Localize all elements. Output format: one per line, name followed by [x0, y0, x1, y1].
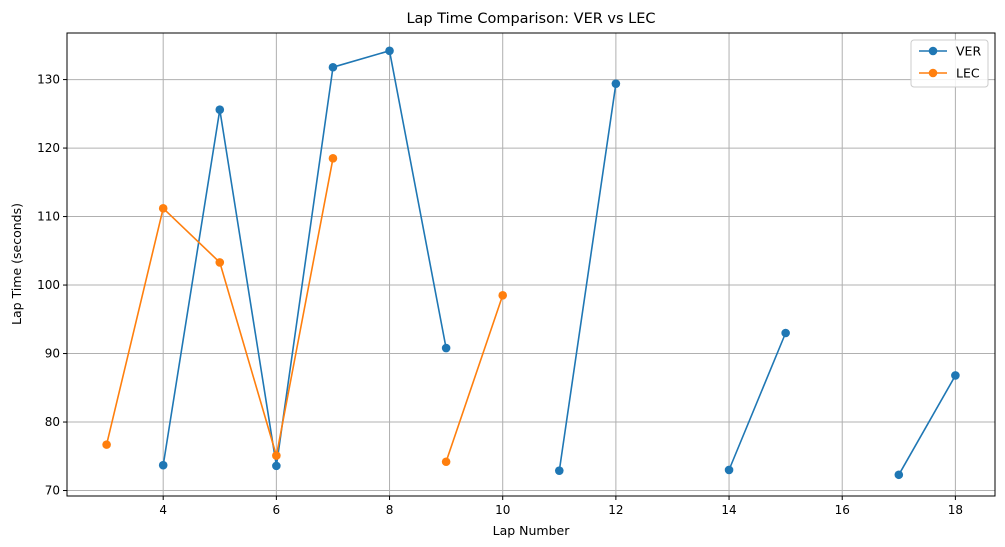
x-tick-label: 8 — [386, 503, 394, 517]
y-tick-label: 90 — [45, 347, 60, 361]
series-line-lec — [445, 295, 504, 463]
series-line-ver — [728, 332, 787, 471]
x-tick-label: 12 — [608, 503, 623, 517]
data-point-ver — [724, 465, 734, 475]
series-line-ver — [558, 83, 617, 471]
data-point-lec — [441, 457, 451, 467]
y-tick-label: 130 — [37, 73, 60, 87]
data-point-ver — [328, 62, 338, 72]
data-point-ver — [894, 470, 904, 480]
series-layer — [102, 46, 960, 480]
data-point-lec — [158, 204, 168, 213]
data-point-lec — [272, 451, 281, 460]
data-point-ver — [385, 46, 394, 56]
data-point-lec — [102, 440, 111, 449]
x-tick-label: 10 — [495, 503, 510, 517]
grid-lines — [67, 33, 995, 496]
chart-title: Lap Time Comparison: VER vs LEC — [406, 11, 655, 27]
data-point-ver — [158, 460, 168, 470]
data-point-lec — [498, 291, 508, 300]
data-point-lec — [328, 154, 338, 163]
x-tick-label: 18 — [948, 503, 963, 517]
series-lec — [102, 154, 508, 467]
legend-marker-ver — [928, 46, 938, 56]
legend: VER LEC — [910, 39, 989, 88]
data-point-ver — [554, 466, 564, 475]
series-line-ver — [898, 375, 957, 476]
data-point-ver — [781, 328, 790, 338]
y-axis-label: Lap Time (seconds) — [9, 203, 24, 325]
y-tick-label: 70 — [45, 484, 60, 498]
x-axis: 4 6 8 10 12 14 16 18 — [159, 496, 963, 517]
y-tick-label: 110 — [37, 210, 60, 224]
x-tick-label: 6 — [273, 503, 281, 517]
x-tick-label: 14 — [721, 503, 736, 517]
data-point-lec — [215, 258, 225, 267]
series-line-ver — [162, 49, 447, 467]
data-point-ver — [951, 371, 960, 380]
x-axis-label: Lap Number — [493, 523, 571, 538]
x-tick-label: 16 — [835, 503, 850, 517]
legend-item-ver: VER — [919, 44, 981, 59]
plot-area-frame — [66, 32, 996, 497]
y-tick-label: 120 — [37, 141, 60, 155]
series-ver — [158, 46, 960, 480]
legend-item-lec: LEC — [919, 66, 980, 81]
data-point-ver — [215, 105, 225, 115]
legend-label-lec: LEC — [956, 66, 980, 81]
data-point-ver — [272, 461, 281, 471]
legend-marker-lec — [928, 68, 938, 78]
y-tick-label: 80 — [45, 415, 60, 429]
y-tick-label: 100 — [37, 278, 60, 292]
y-axis: 70 80 90 100 110 120 130 — [37, 73, 67, 498]
data-point-ver — [441, 343, 451, 353]
legend-label-ver: VER — [956, 44, 981, 59]
x-tick-label: 4 — [159, 503, 167, 517]
data-point-ver — [611, 79, 621, 88]
